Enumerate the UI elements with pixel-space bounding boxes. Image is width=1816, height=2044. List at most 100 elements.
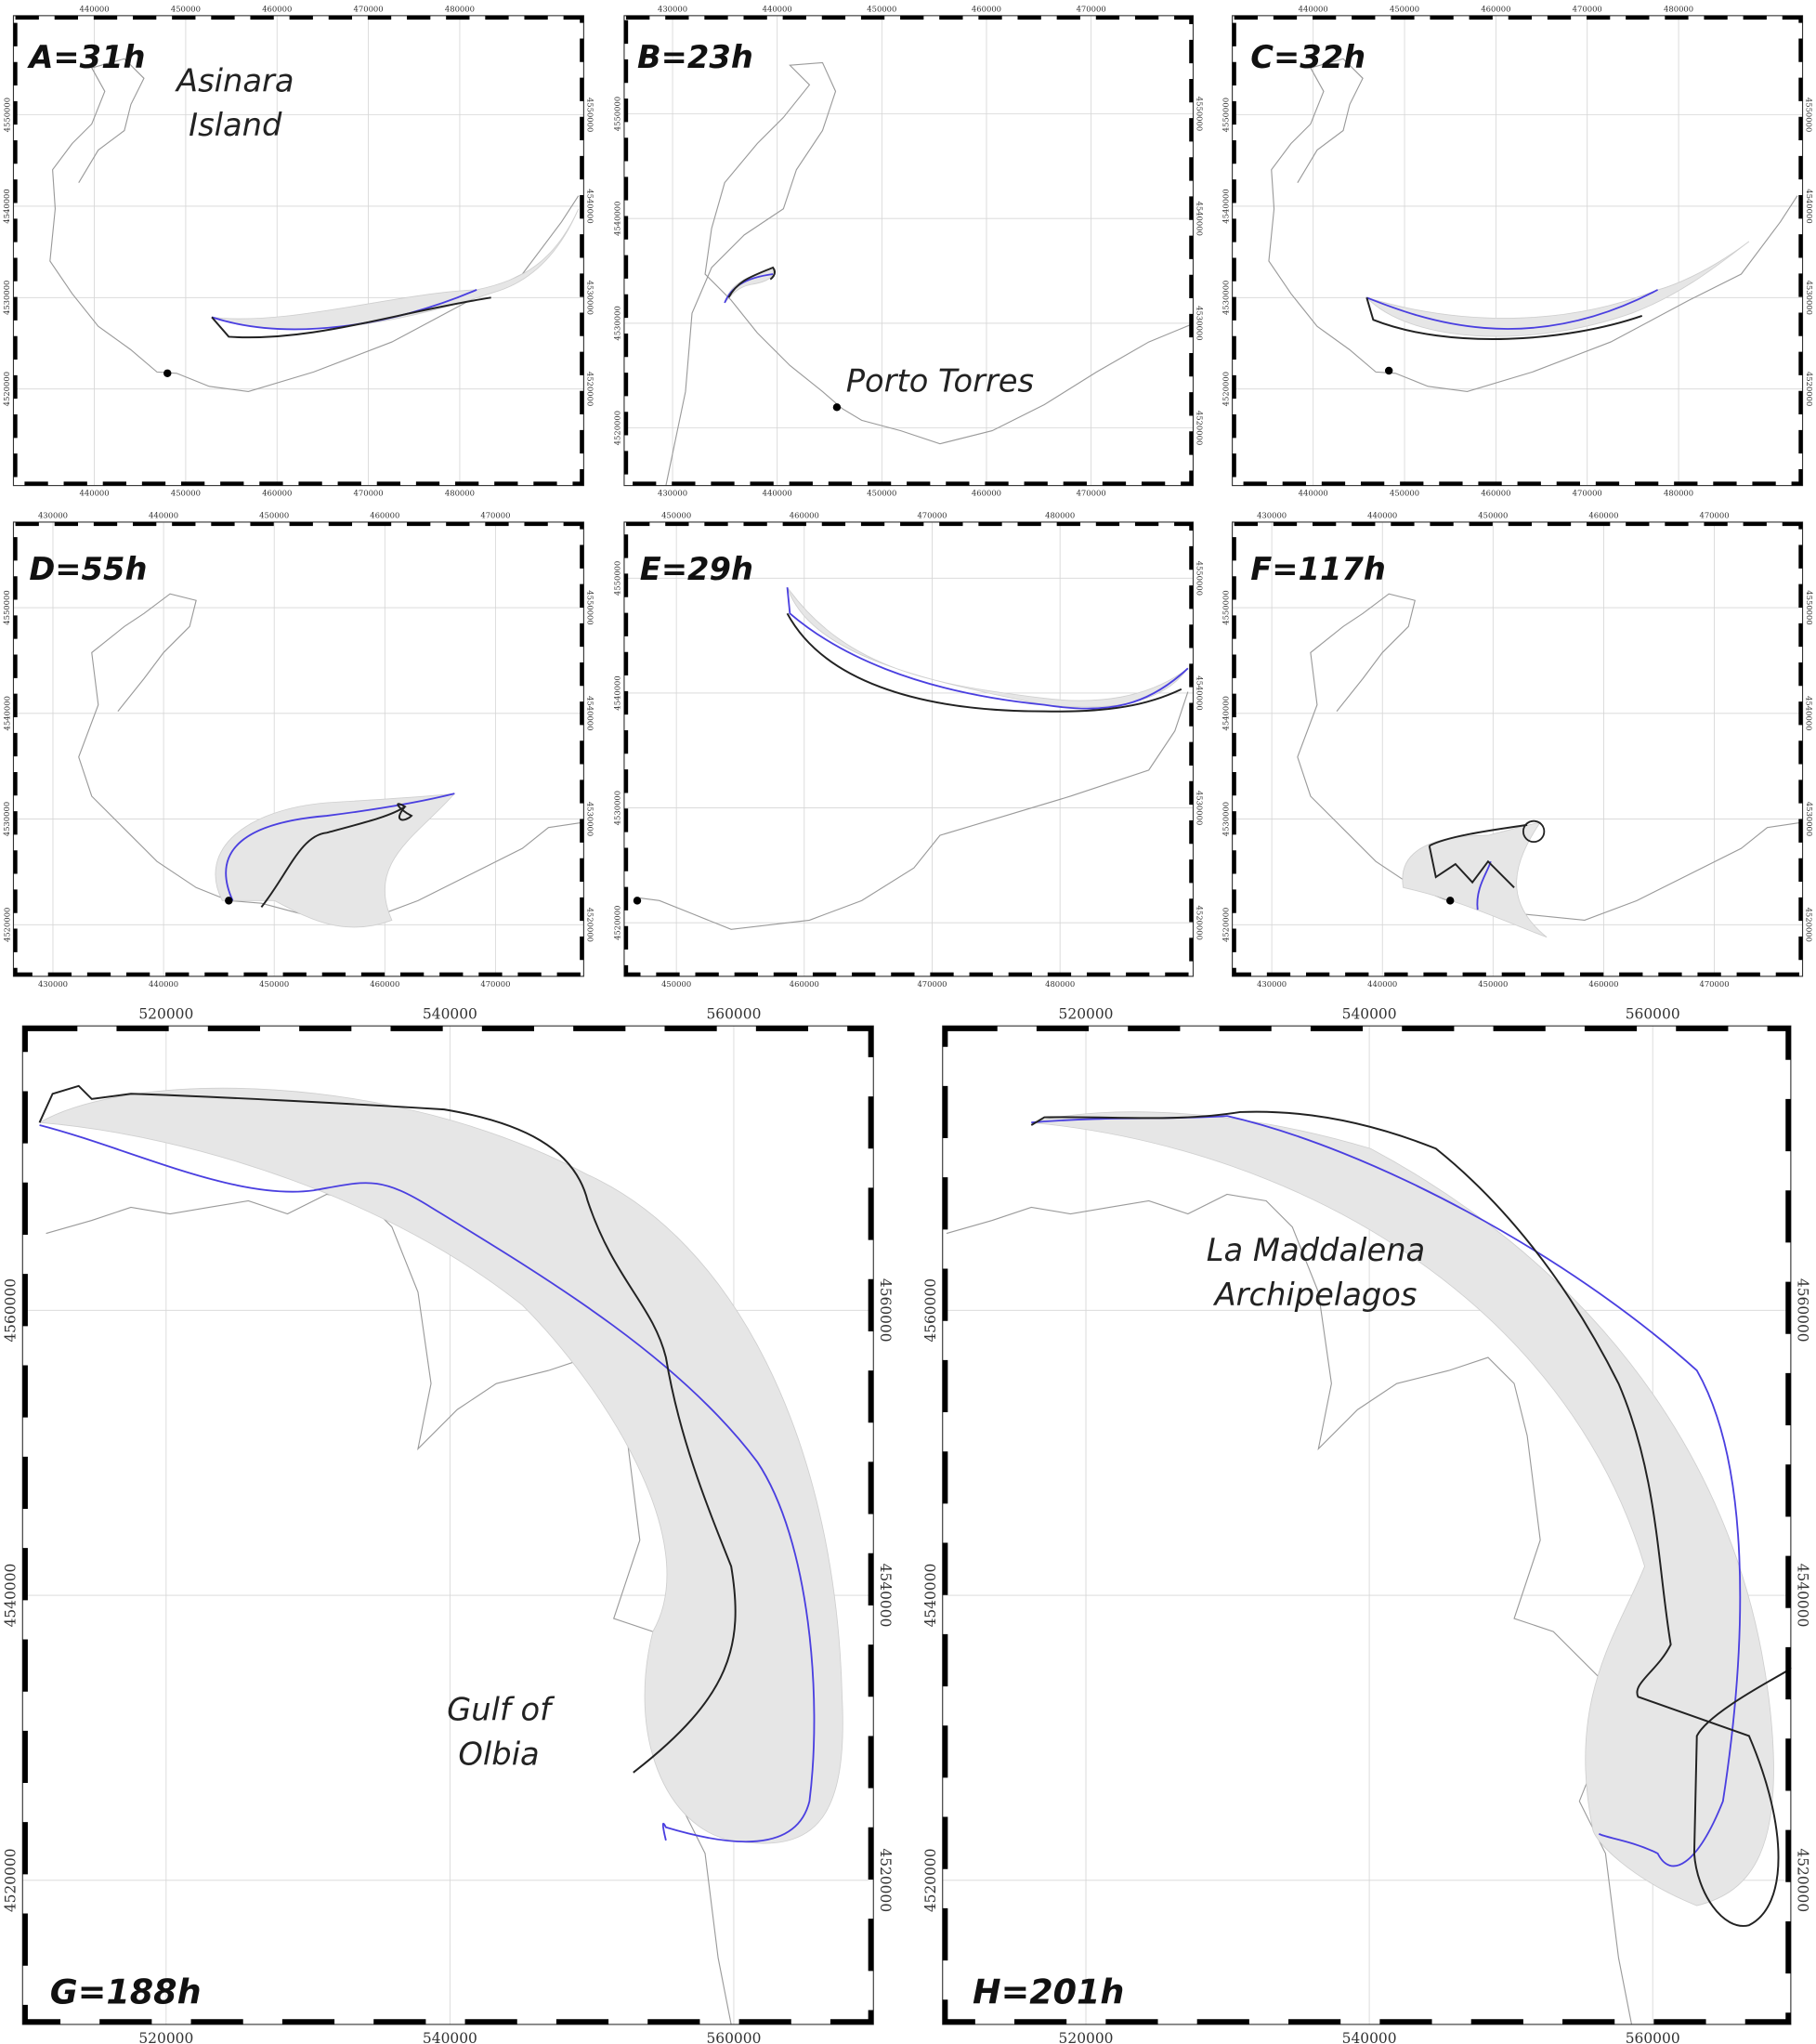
- x-tick-label: 470000: [1573, 5, 1602, 14]
- x-tick-label: 440000: [1367, 511, 1397, 520]
- x-tick-label: 560000: [1626, 1005, 1680, 1022]
- x-tick-label: 480000: [445, 5, 475, 14]
- y-tick-label: 4560000: [877, 1278, 894, 1343]
- x-tick-label: 460000: [370, 511, 399, 520]
- x-tick-label: 470000: [354, 5, 384, 14]
- x-tick-label: 460000: [790, 979, 819, 989]
- y-tick-label: 4530000: [1195, 306, 1205, 340]
- place-name: Gulf of: [447, 1692, 555, 1728]
- y-tick-label: 4530000: [2, 281, 11, 315]
- x-tick-label: 460000: [1588, 511, 1618, 520]
- x-tick-label: 460000: [1588, 979, 1618, 989]
- panel-label: A=31h: [26, 39, 145, 75]
- panel-label: F=117h: [1250, 551, 1386, 587]
- y-tick-label: 4540000: [1195, 201, 1205, 235]
- y-tick-label: 4520000: [1195, 906, 1205, 940]
- map-content: [665, 61, 1194, 486]
- y-tick-label: 4520000: [877, 1848, 894, 1912]
- y-tick-label: 4540000: [613, 675, 622, 710]
- x-tick-label: 450000: [1390, 489, 1419, 498]
- x-tick-label: 450000: [661, 511, 691, 520]
- map-frame-dashes: [13, 521, 584, 976]
- x-tick-label: 430000: [658, 489, 687, 498]
- y-tick-label: 4520000: [586, 372, 595, 406]
- y-tick-label: 4540000: [1221, 189, 1230, 223]
- map-frame-dashes: [623, 15, 1194, 486]
- x-tick-label: 470000: [354, 489, 384, 498]
- x-tick-label: 540000: [1342, 1005, 1397, 1022]
- y-tick-label: 4530000: [586, 802, 595, 836]
- map-frame-dashes: [13, 15, 584, 486]
- x-tick-label: 450000: [259, 511, 289, 520]
- place-name: Porto Torres: [846, 362, 1034, 399]
- y-tick-label: 4520000: [613, 411, 622, 445]
- y-tick-label: 4530000: [1195, 791, 1205, 825]
- x-tick-label: 440000: [1299, 5, 1328, 14]
- y-tick-label: 4540000: [1805, 189, 1814, 223]
- x-tick-label: 430000: [38, 511, 68, 520]
- x-tick-label: 540000: [423, 1005, 477, 1022]
- x-tick-label: 480000: [1045, 511, 1075, 520]
- map-content: [38, 1084, 843, 2025]
- x-tick-label: 560000: [706, 2030, 761, 2044]
- place-name: La Maddalena: [1207, 1232, 1425, 1268]
- x-tick-label: 450000: [259, 979, 289, 989]
- y-tick-label: 4550000: [586, 98, 595, 132]
- map-content: [49, 58, 580, 393]
- y-tick-label: 4530000: [586, 281, 595, 315]
- x-tick-label: 470000: [1573, 489, 1602, 498]
- x-tick-label: 430000: [1257, 979, 1287, 989]
- x-tick-label: 430000: [1257, 511, 1287, 520]
- x-tick-label: 450000: [171, 5, 201, 14]
- x-tick-label: 470000: [480, 979, 510, 989]
- x-tick-label: 480000: [1664, 489, 1693, 498]
- x-tick-label: 540000: [1342, 2030, 1397, 2044]
- x-tick-label: 470000: [917, 511, 947, 520]
- x-tick-label: 450000: [661, 979, 691, 989]
- y-tick-label: 4550000: [613, 561, 622, 596]
- x-tick-label: 560000: [706, 1005, 761, 1022]
- map-frame-dashes: [1232, 15, 1803, 486]
- map-frame: [942, 1025, 1792, 2025]
- map-content: [78, 593, 584, 928]
- y-tick-label: 4540000: [1195, 675, 1205, 710]
- frame-layer: 440000 440000 450000 450000 460000 460000 4700…: [2, 5, 1813, 2044]
- y-tick-label: 4520000: [1795, 1848, 1811, 1912]
- y-tick-label: 4520000: [1221, 908, 1230, 942]
- x-tick-label: 540000: [423, 2030, 477, 2044]
- x-tick-label: 470000: [1077, 5, 1106, 14]
- x-tick-label: 460000: [972, 5, 1001, 14]
- y-tick-label: 4520000: [1805, 908, 1814, 942]
- y-tick-label: 4520000: [2, 372, 11, 406]
- y-tick-label: 4550000: [1805, 590, 1814, 624]
- x-tick-label: 450000: [171, 489, 201, 498]
- panel-label: D=55h: [29, 551, 147, 587]
- y-tick-label: 4540000: [586, 189, 595, 223]
- x-tick-label: 520000: [1059, 1005, 1114, 1022]
- x-tick-label: 440000: [149, 511, 178, 520]
- map-content: [633, 586, 1189, 930]
- x-tick-label: 450000: [1390, 5, 1419, 14]
- y-tick-label: 4560000: [922, 1278, 939, 1343]
- y-tick-label: 4560000: [1795, 1278, 1811, 1343]
- map-frame: [21, 1025, 874, 2025]
- x-tick-label: 440000: [80, 5, 110, 14]
- x-tick-label: 560000: [1626, 2030, 1680, 2044]
- x-tick-label: 470000: [1077, 489, 1106, 498]
- panel-label: C=32h: [1250, 39, 1365, 75]
- map-frame: [623, 521, 1195, 977]
- y-tick-label: 4540000: [2, 696, 11, 730]
- x-tick-label: 430000: [38, 979, 68, 989]
- y-tick-label: 4520000: [1805, 372, 1814, 406]
- map-frame-dashes: [1232, 521, 1803, 976]
- y-tick-label: 4550000: [586, 590, 595, 624]
- x-tick-label: 470000: [480, 511, 510, 520]
- y-tick-label: 4540000: [1795, 1564, 1811, 1628]
- y-tick-label: 4550000: [1221, 590, 1230, 624]
- y-tick-label: 4550000: [2, 98, 11, 132]
- y-tick-label: 4550000: [1195, 97, 1205, 131]
- y-tick-label: 4520000: [2, 908, 11, 942]
- map-frame: [1232, 15, 1804, 487]
- x-tick-label: 440000: [763, 489, 792, 498]
- x-tick-label: 450000: [1478, 511, 1508, 520]
